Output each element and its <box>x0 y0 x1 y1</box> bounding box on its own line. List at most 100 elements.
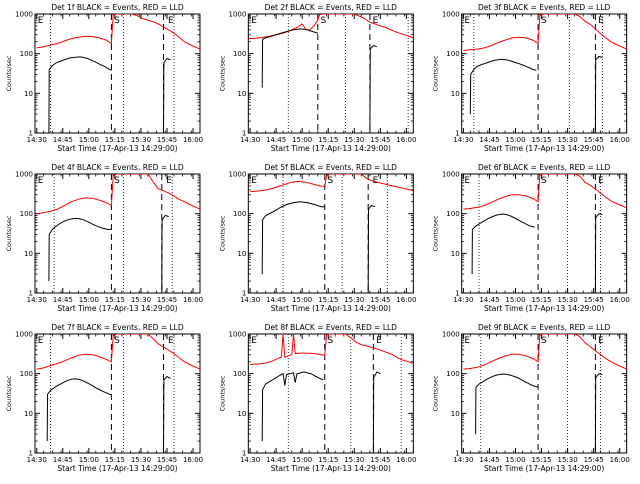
marker-letter: E <box>598 176 604 186</box>
x-tick-label: 15:45 <box>157 136 177 144</box>
x-tick-label: 15:00 <box>79 456 99 464</box>
plot-title: Det 4f BLACK = Events, RED = LLD <box>51 163 184 172</box>
y-tick-label: 10 <box>24 250 33 258</box>
marker-letter: E <box>166 176 172 186</box>
events-series-line <box>46 378 112 442</box>
x-tick-label: 15:00 <box>505 296 525 304</box>
y-tick-label: 1000 <box>229 11 247 19</box>
plot-series-group <box>248 14 414 133</box>
y-axis-label: Counts/sec <box>5 215 13 251</box>
x-tick-label: 14:45 <box>266 136 286 144</box>
x-axis-label: Start Time (17-Apr-13 14:29:00) <box>484 304 604 313</box>
x-tick-label: 15:15 <box>531 456 551 464</box>
x-tick-label: 14:30 <box>27 136 47 144</box>
x-tick-label: 14:30 <box>240 296 260 304</box>
plot-title: Det 7f BLACK = Events, RED = LLD <box>51 323 184 332</box>
marker-letter: E <box>168 336 174 346</box>
lld-series-line <box>463 334 627 370</box>
marker-letter: E <box>168 16 174 26</box>
plot-frame <box>34 13 201 134</box>
marker-letter: S <box>321 16 327 26</box>
marker-letter: E <box>464 16 470 26</box>
y-tick-label: 1000 <box>15 11 33 19</box>
detector-plot-8: Det 8f BLACK = Events, RED = LLD 1 10 100 10… <box>218 323 416 473</box>
x-tick-label: 14:30 <box>453 136 473 144</box>
y-tick-label: 1 <box>29 450 33 458</box>
y-tick-label: 1 <box>29 130 33 138</box>
x-tick-label: 16:00 <box>183 296 203 304</box>
marker-letter: E <box>251 176 257 186</box>
plot-frame <box>461 173 628 294</box>
events-series-line <box>367 205 376 293</box>
x-tick-label: 15:45 <box>584 136 604 144</box>
x-tick-label: 14:30 <box>240 456 260 464</box>
events-series-line <box>261 28 318 88</box>
y-tick-label: 1 <box>455 130 459 138</box>
plot-series-group <box>36 14 200 133</box>
x-tick-label: 15:45 <box>584 296 604 304</box>
marker-letter: E <box>464 336 470 346</box>
plot-series-group <box>250 334 414 453</box>
detector-plot-5: Det 5f BLACK = Events, RED = LLD 1 10 100 10… <box>218 163 416 313</box>
x-tick-label: 15:00 <box>79 136 99 144</box>
plot-title: Det 6f BLACK = Events, RED = LLD <box>478 163 611 172</box>
x-tick-label: 15:00 <box>292 456 312 464</box>
y-tick-label: 1 <box>242 290 246 298</box>
x-tick-label: 16:00 <box>396 296 416 304</box>
x-axis-label: Start Time (17-Apr-13 14:29:00) <box>484 144 604 153</box>
x-tick-label: 15:45 <box>370 296 390 304</box>
x-tick-label: 14:30 <box>453 456 473 464</box>
plot-frame <box>247 173 414 294</box>
marker-letter: S <box>114 16 120 26</box>
y-tick-label: 1000 <box>229 331 247 339</box>
y-tick-label: 10 <box>237 250 246 258</box>
x-tick-label: 15:45 <box>584 456 604 464</box>
x-tick-label: 15:30 <box>558 136 578 144</box>
y-axis-label: Counts/sec <box>218 215 226 251</box>
marker-letter: S <box>541 336 547 346</box>
plot-series-group <box>36 334 200 453</box>
x-tick-label: 14:45 <box>266 456 286 464</box>
marker-letter: E <box>251 336 257 346</box>
x-tick-label: 14:30 <box>27 296 47 304</box>
x-axis-label: Start Time (17-Apr-13 14:29:00) <box>271 144 391 153</box>
y-tick-label: 1 <box>29 290 33 298</box>
events-series-line <box>594 55 603 133</box>
x-tick-label: 15:30 <box>131 296 151 304</box>
lld-series-line <box>36 174 200 215</box>
detector-plot-2: Det 2f BLACK = Events, RED = LLD 1 10 100 10… <box>218 3 416 153</box>
y-axis-label: Counts/sec <box>218 375 226 411</box>
x-tick-label: 15:00 <box>292 296 312 304</box>
x-tick-label: 15:15 <box>318 456 338 464</box>
lld-series-line <box>248 14 414 40</box>
plot-frame <box>461 333 628 454</box>
detector-plot-7: Det 7f BLACK = Events, RED = LLD 1 10 100 10… <box>5 323 203 473</box>
y-tick-label: 100 <box>233 210 246 218</box>
x-axis-label: Start Time (17-Apr-13 14:29:00) <box>57 464 177 473</box>
events-series-line <box>372 371 381 453</box>
x-tick-label: 14:30 <box>240 136 260 144</box>
x-tick-label: 16:00 <box>396 456 416 464</box>
x-axis-label: Start Time (17-Apr-13 14:29:00) <box>271 464 391 473</box>
x-tick-label: 15:45 <box>157 456 177 464</box>
x-tick-label: 15:30 <box>344 296 364 304</box>
x-tick-label: 14:45 <box>53 296 73 304</box>
y-tick-label: 1000 <box>229 171 247 179</box>
plot-title: Det 5f BLACK = Events, RED = LLD <box>265 163 398 172</box>
x-tick-label: 15:45 <box>370 456 390 464</box>
x-tick-label: 16:00 <box>183 456 203 464</box>
events-series-line <box>475 373 539 435</box>
events-series-line <box>261 371 324 442</box>
marker-letter: E <box>373 176 379 186</box>
lld-series-line <box>463 174 627 210</box>
marker-letter: E <box>464 176 470 186</box>
plot-title: Det 9f BLACK = Events, RED = LLD <box>478 323 611 332</box>
plot-frame <box>247 333 414 454</box>
x-tick-label: 15:00 <box>79 296 99 304</box>
x-tick-label: 15:30 <box>344 456 364 464</box>
y-tick-label: 100 <box>233 50 246 58</box>
plot-frame <box>34 173 201 294</box>
y-axis-label: Counts/sec <box>432 375 440 411</box>
y-axis-label: Counts/sec <box>5 55 13 91</box>
